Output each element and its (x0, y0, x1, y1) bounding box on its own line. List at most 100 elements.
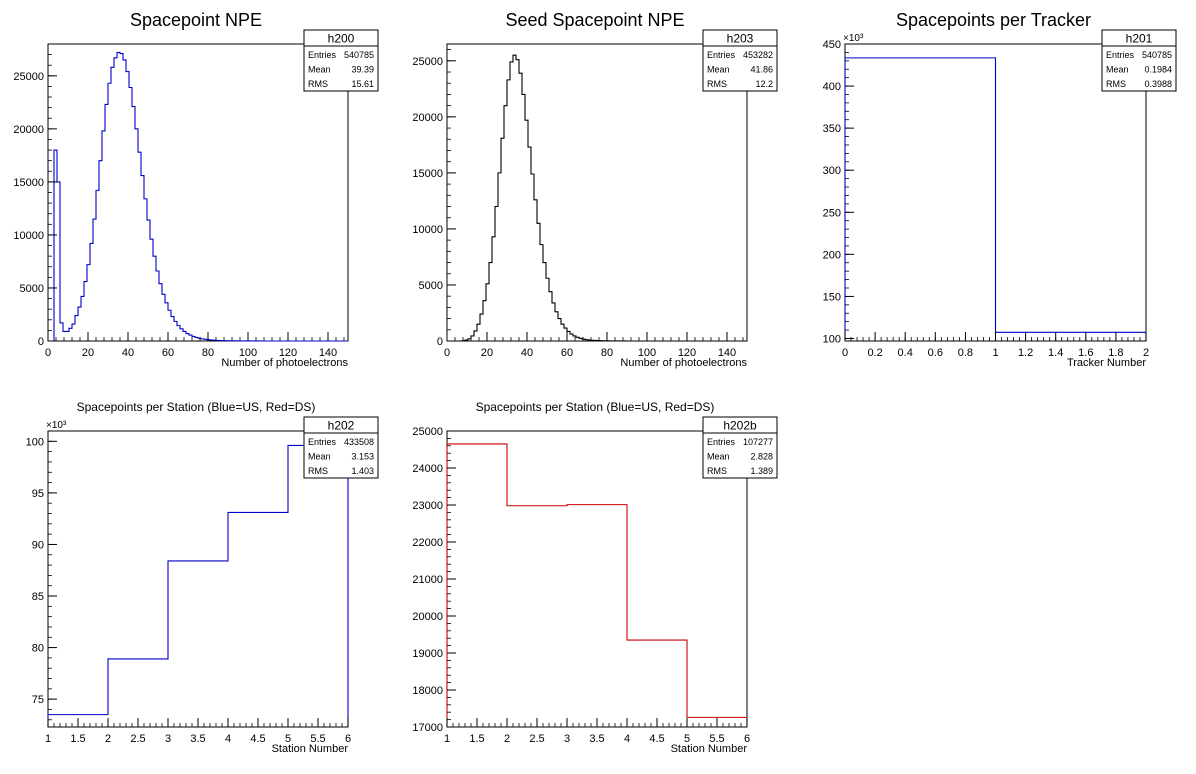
y-tick-label: 25000 (13, 71, 44, 83)
x-axis-label: Number of photoelectrons (221, 357, 348, 369)
x-tick-label: 1.6 (1078, 347, 1093, 359)
x-tick-label: 2 (504, 733, 510, 745)
y-tick-label: 24000 (412, 463, 443, 475)
stats-box-name: h202 (328, 419, 355, 433)
x-tick-label: 4 (624, 733, 630, 745)
chart-title: Seed Spacepoint NPE (505, 10, 684, 30)
y-tick-label: 18000 (412, 685, 443, 697)
x-tick-label: 2.5 (130, 733, 145, 745)
x-tick-label: 20 (82, 347, 94, 359)
x-tick-label: 80 (202, 347, 214, 359)
x-tick-label: 4.5 (250, 733, 265, 745)
y-tick-label: 95 (32, 488, 44, 500)
x-tick-label: 1 (45, 733, 51, 745)
stats-row-label: Mean (707, 65, 730, 75)
stats-box-frame (303, 29, 379, 92)
x-tick-label: 0.6 (928, 347, 943, 359)
stats-box-name: h202b (723, 419, 757, 433)
chart-title: Spacepoints per Tracker (896, 10, 1091, 30)
x-axis-label: Number of photoelectrons (620, 357, 747, 369)
plot-frame (47, 430, 349, 728)
plot-frame (446, 430, 748, 728)
stats-row-value: 540785 (344, 50, 374, 60)
y-tick-label: 15000 (412, 168, 443, 180)
stats-row-value: 0.3988 (1144, 79, 1172, 89)
x-tick-label: 40 (122, 347, 134, 359)
x-tick-label: 5 (684, 733, 690, 745)
y-tick-label: 23000 (412, 500, 443, 512)
stats-box-name: h201 (1126, 32, 1153, 46)
stats-row-label: Entries (1106, 50, 1135, 60)
stats-row-label: Entries (308, 50, 337, 60)
y-tick-label: 250 (823, 207, 841, 219)
stats-row-label: RMS (308, 79, 328, 89)
stats-row-value: 540785 (1142, 50, 1172, 60)
x-tick-label: 1.2 (1018, 347, 1033, 359)
x-tick-label: 2.5 (529, 733, 544, 745)
x-tick-label: 5.5 (709, 733, 724, 745)
stats-row-value: 0.1984 (1144, 65, 1172, 75)
x-tick-label: 6 (744, 733, 750, 745)
x-tick-label: 120 (678, 347, 696, 359)
y-tick-label: 0 (38, 336, 44, 348)
stats-row-label: Entries (707, 50, 736, 60)
y-tick-label: 85 (32, 591, 44, 603)
stats-box: h201 Entries 540785 Mean 0.1984 RMS 0.3988 (1101, 29, 1177, 92)
stats-row-value: 3.153 (351, 452, 374, 462)
y-tick-label: 25000 (412, 426, 443, 438)
x-tick-label: 0.8 (958, 347, 973, 359)
chart-title: Spacepoints per Station (Blue=US, Red=DS… (476, 400, 715, 414)
stats-box-frame (702, 416, 778, 479)
plot-frame (47, 43, 349, 342)
stats-row-label: Mean (308, 452, 331, 462)
y-tick-label: 22000 (412, 537, 443, 549)
x-tick-label: 140 (319, 347, 337, 359)
x-tick-label: 3.5 (589, 733, 604, 745)
x-tick-label: 3 (165, 733, 171, 745)
x-tick-label: 1.5 (469, 733, 484, 745)
histogram-pad-3: Spacepoints per Tracker 0 0.2 0.4 0.6 0.8 1 1.2… (823, 10, 1177, 369)
y-tick-label: 10000 (13, 230, 44, 242)
x-tick-label: 5.5 (310, 733, 325, 745)
y-tick-label: 21000 (412, 574, 443, 586)
stats-row-value: 453282 (743, 50, 773, 60)
stats-row-value: 15.61 (351, 79, 374, 89)
axis-exponent: ×10³ (843, 33, 864, 44)
stats-row-label: RMS (308, 466, 328, 476)
y-tick-label: 15000 (13, 177, 44, 189)
stats-box-frame (303, 416, 379, 479)
x-tick-label: 80 (601, 347, 613, 359)
y-tick-label: 17000 (412, 722, 443, 734)
y-tick-label: 200 (823, 249, 841, 261)
y-tick-label: 5000 (20, 283, 44, 295)
x-tick-label: 0 (45, 347, 51, 359)
stats-row-value: 433508 (344, 437, 374, 447)
stats-box: h202b Entries 107277 Mean 2.828 RMS 1.389 (702, 416, 778, 479)
y-tick-label: 20000 (412, 611, 443, 623)
x-tick-label: 1.4 (1048, 347, 1063, 359)
stats-box-name: h200 (328, 32, 355, 46)
x-tick-label: 60 (561, 347, 573, 359)
x-tick-label: 1 (992, 347, 998, 359)
x-tick-label: 1.8 (1108, 347, 1123, 359)
stats-row-label: Mean (1106, 65, 1129, 75)
stats-row-label: RMS (707, 466, 727, 476)
stats-box: h202 Entries 433508 Mean 3.153 RMS 1.403 (303, 416, 379, 479)
chart-title: Spacepoint NPE (130, 10, 262, 30)
x-tick-label: 1 (444, 733, 450, 745)
x-tick-label: 1.5 (70, 733, 85, 745)
histogram-line (446, 443, 748, 727)
y-tick-label: 20000 (13, 124, 44, 136)
histogram-line (48, 51, 348, 342)
y-tick-label: 5000 (419, 280, 443, 292)
y-tick-label: 450 (823, 39, 841, 51)
stats-row-value: 2.828 (750, 452, 773, 462)
stats-row-value: 41.86 (750, 65, 773, 75)
stats-box-frame (702, 29, 778, 92)
histogram-pad-4: Spacepoints per Station (Blue=US, Red=DS… (26, 400, 379, 755)
x-tick-label: 100 (638, 347, 656, 359)
stats-row-label: Mean (308, 65, 331, 75)
stats-row-label: Entries (707, 437, 736, 447)
histogram-pad-1: Spacepoint NPE 0 20 40 60 80 100 120 140 0 5000 100… (13, 10, 379, 369)
